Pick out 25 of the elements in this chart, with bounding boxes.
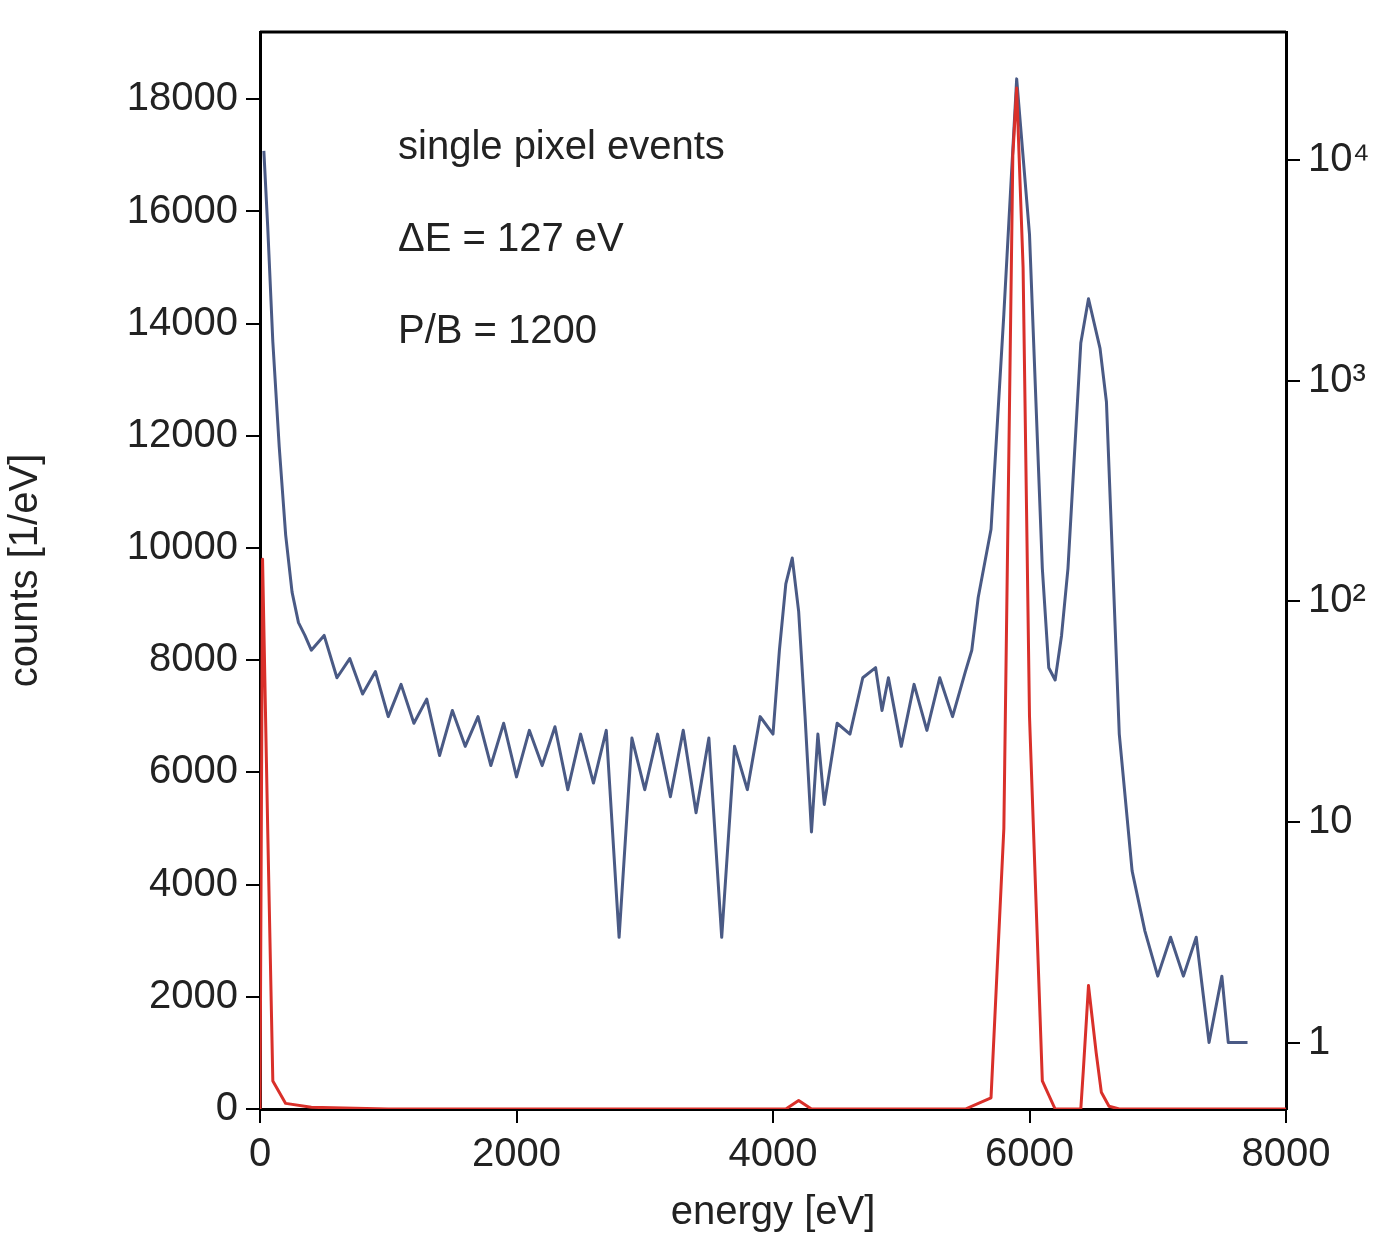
y2-tick-label: 10 <box>1308 796 1353 841</box>
y-tick-label: 2000 <box>149 971 238 1016</box>
x-tick-label: 2000 <box>472 1130 561 1175</box>
x-tick-label: 4000 <box>728 1130 818 1175</box>
annotation: P/B = 1200 <box>398 307 598 351</box>
x-tick-label: 0 <box>248 1130 272 1175</box>
x-tick-label: 6000 <box>985 1130 1074 1175</box>
y-tick-label: 8000 <box>149 635 238 680</box>
y-tick-label: 14000 <box>126 298 238 343</box>
x-axis-title: energy [eV] <box>670 1188 876 1233</box>
annotation: single pixel events <box>398 123 725 167</box>
y-tick-label: 6000 <box>149 747 238 792</box>
y-tick-label: 0 <box>215 1084 238 1129</box>
y2-tick-label: 1 <box>1308 1017 1331 1062</box>
y2-tick-label: 10³ <box>1308 355 1366 400</box>
y-tick-label: 4000 <box>149 859 238 904</box>
x-tick-label: 8000 <box>1241 1130 1331 1175</box>
y2-tick-label: 10² <box>1308 576 1366 621</box>
y2-tick-label: 10⁴ <box>1308 134 1370 179</box>
y-tick-label: 18000 <box>126 74 238 119</box>
annotation: ΔE = 127 eV <box>398 215 625 259</box>
y-tick-label: 16000 <box>126 186 238 231</box>
y-tick-label: 10000 <box>126 523 238 568</box>
y-tick-label: 12000 <box>126 410 238 455</box>
y-axis-title: counts [1/eV] <box>1 453 46 688</box>
